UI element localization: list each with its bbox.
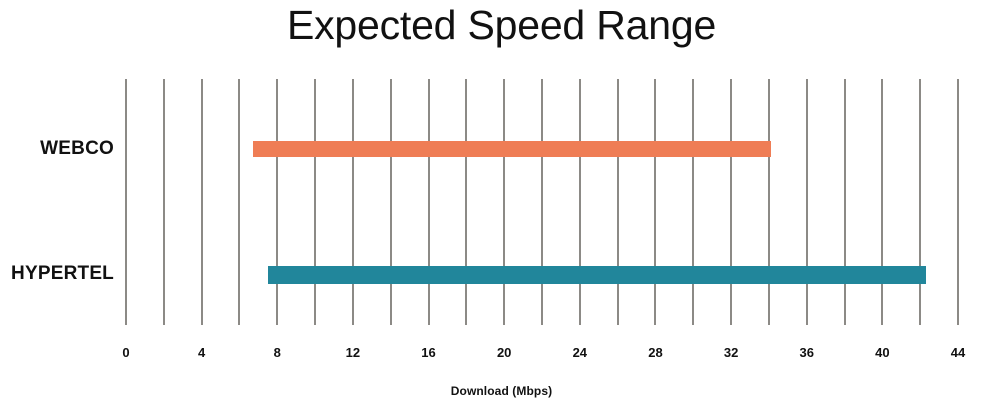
gridline — [238, 79, 241, 325]
x-tick-label: 16 — [421, 345, 436, 360]
gridline — [200, 79, 203, 325]
gridline — [654, 79, 657, 325]
gridline — [503, 79, 506, 325]
x-tick-label: 40 — [875, 345, 890, 360]
gridline — [881, 79, 884, 325]
gridline — [389, 79, 392, 325]
gridline — [541, 79, 543, 325]
gridline — [427, 79, 430, 325]
gridline — [919, 79, 922, 325]
x-tick-label: 44 — [950, 345, 966, 360]
plot-area — [125, 79, 959, 325]
gridline — [276, 79, 279, 325]
x-tick-label: 4 — [198, 345, 206, 360]
range-bar-webco — [252, 141, 771, 157]
gridline — [730, 79, 733, 325]
gridline — [692, 79, 695, 325]
gridline — [162, 79, 165, 325]
x-axis-title: Download (Mbps) — [450, 384, 553, 398]
category-label-hypertel: HYPERTEL — [11, 263, 114, 284]
chart-title: Expected Speed Range — [286, 2, 717, 48]
gridline — [314, 79, 317, 325]
gridline — [465, 79, 468, 325]
gridline — [957, 79, 959, 325]
x-tick-label: 20 — [496, 345, 512, 360]
x-tick-label: 8 — [273, 345, 281, 360]
gridline — [351, 79, 354, 325]
gridline — [125, 79, 127, 325]
x-tick-label: 12 — [345, 345, 361, 360]
x-tick-label: 24 — [572, 345, 588, 360]
gridline — [578, 79, 581, 325]
x-tick-label: 28 — [648, 345, 663, 360]
gridline — [767, 79, 770, 325]
range-bar-hypertel — [267, 266, 926, 284]
gridline — [805, 79, 808, 325]
category-label-webco: WEBCO — [40, 138, 114, 159]
x-tick-label: 36 — [799, 345, 814, 360]
x-tick-label: 32 — [723, 345, 739, 360]
gridline — [843, 79, 846, 325]
x-tick-label: 0 — [122, 345, 130, 360]
gridline — [616, 79, 619, 325]
